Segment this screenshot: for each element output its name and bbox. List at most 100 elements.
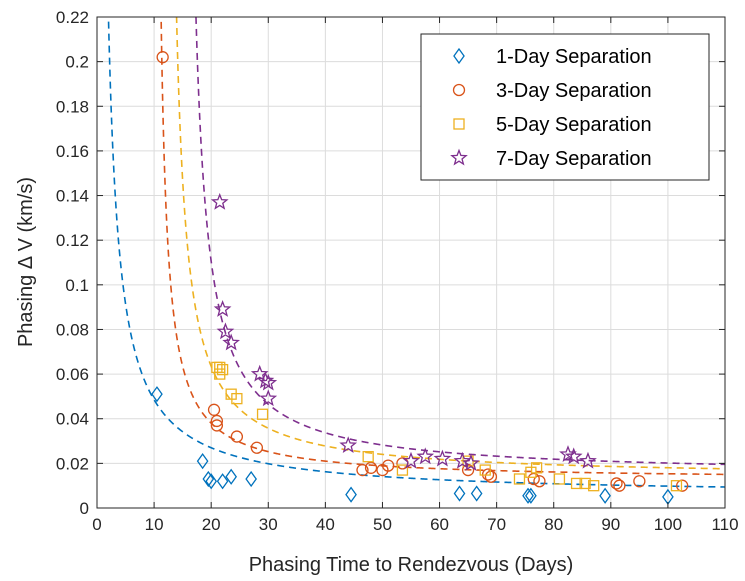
data-point-star [579,451,597,469]
fit-curve-3 [175,17,725,470]
data-point-circle [210,419,224,432]
y-tick-label: 0.22 [56,8,89,27]
data-point-circle [633,475,646,488]
x-tick-label: 70 [487,515,506,534]
y-tick-label: 0.18 [56,97,89,116]
data-point-square [396,464,409,476]
data-point-star [416,447,435,465]
data-point-circle [610,477,623,490]
data-point-diamond [216,473,229,490]
data-point-square [214,361,226,374]
data-point-circle [210,414,224,428]
y-tick-label: 0.04 [56,410,89,429]
data-points [151,51,689,505]
data-point-square [530,462,543,474]
data-point-star [433,449,452,467]
legend-box [420,33,710,181]
x-tick-label: 0 [92,515,101,534]
data-point-star [210,192,229,210]
x-tick-label: 20 [202,515,221,534]
fit-curve-2 [160,17,725,476]
x-tick-label: 100 [654,515,682,534]
data-point-circle [533,475,546,488]
fit-curve-1 [107,17,725,488]
data-point-diamond [202,470,215,488]
data-point-star [402,451,420,469]
data-point-star [222,333,241,351]
data-point-diamond [205,473,218,490]
x-tick-label: 90 [601,515,620,534]
plot-area-border [96,16,726,509]
data-point-circle [207,403,221,416]
axis-ticks: 0 10 20 30 40 50 60 70 80 90 100 110 0 0.02 0.04 0.06 0.… [56,8,739,534]
data-point-square [216,363,229,376]
x-tick-label: 50 [373,515,392,534]
legend-entry-3: 5-Day Separation [496,114,652,136]
data-point-square [553,473,566,485]
data-point-square [670,480,683,492]
data-point-diamond [525,487,537,504]
data-point-diamond [453,485,466,502]
x-tick-label: 80 [544,515,563,534]
fit-curves [107,17,725,488]
x-tick-label: 60 [430,515,449,534]
data-point-circle [356,463,369,477]
data-point-square [588,480,600,492]
legend-marker-star [450,148,468,166]
data-point-star [259,389,278,407]
data-point-star [250,364,269,382]
x-tick-label: 10 [145,515,164,534]
x-tick-label: 40 [316,515,335,534]
fit-curve-4 [195,17,725,466]
data-point-star [339,436,358,454]
data-point-star [216,322,235,340]
data-point-circle [613,479,626,492]
y-tick-label: 0.12 [56,231,89,250]
data-point-diamond [522,487,534,504]
data-point-circle [250,441,264,454]
legend-entry-2: 3-Day Separation [496,80,652,102]
data-point-square [231,392,243,405]
y-tick-label: 0 [80,499,89,518]
data-point-square [513,473,526,485]
legend-marker-circle [452,83,466,97]
y-tick-label: 0.1 [65,276,89,295]
data-point-star [559,445,577,462]
legend-entry-1: 1-Day Separation [496,46,652,68]
data-point-diamond [151,386,163,403]
data-point-diamond [345,486,357,503]
data-point-star [564,447,583,465]
legend-marker-diamond [453,47,465,65]
y-tick-label: 0.08 [56,320,89,339]
data-point-diamond [470,485,483,502]
data-point-diamond [245,470,257,488]
data-point-square [362,451,374,463]
data-point-star [213,300,232,317]
x-tick-label: 30 [259,515,278,534]
y-tick-label: 0.16 [56,142,89,161]
y-tick-label: 0.14 [56,187,89,206]
data-point-circle [382,459,395,472]
x-axis-label: Phasing Time to Rendezvous (Days) [249,554,574,576]
y-tick-label: 0.02 [56,454,89,473]
data-point-circle [527,472,540,486]
data-point-square [479,464,491,476]
data-point-diamond [196,453,209,470]
data-point-star [259,373,278,391]
data-point-circle [364,461,378,474]
legend-entry-4: 7-Day Separation [496,148,652,170]
data-point-diamond [599,487,611,504]
data-point-square [570,477,583,490]
data-point-circle [484,470,498,483]
data-point-circle [230,430,244,443]
data-point-star [453,451,472,469]
x-tick-label: 110 [711,515,738,534]
data-point-circle [156,51,169,64]
y-tick-label: 0.06 [56,365,89,384]
data-point-square [579,477,591,490]
data-point-diamond [225,468,238,485]
data-point-star [462,454,480,471]
data-point-square [256,408,269,420]
y-axis-label: Phasing Δ V (km/s) [15,177,37,347]
